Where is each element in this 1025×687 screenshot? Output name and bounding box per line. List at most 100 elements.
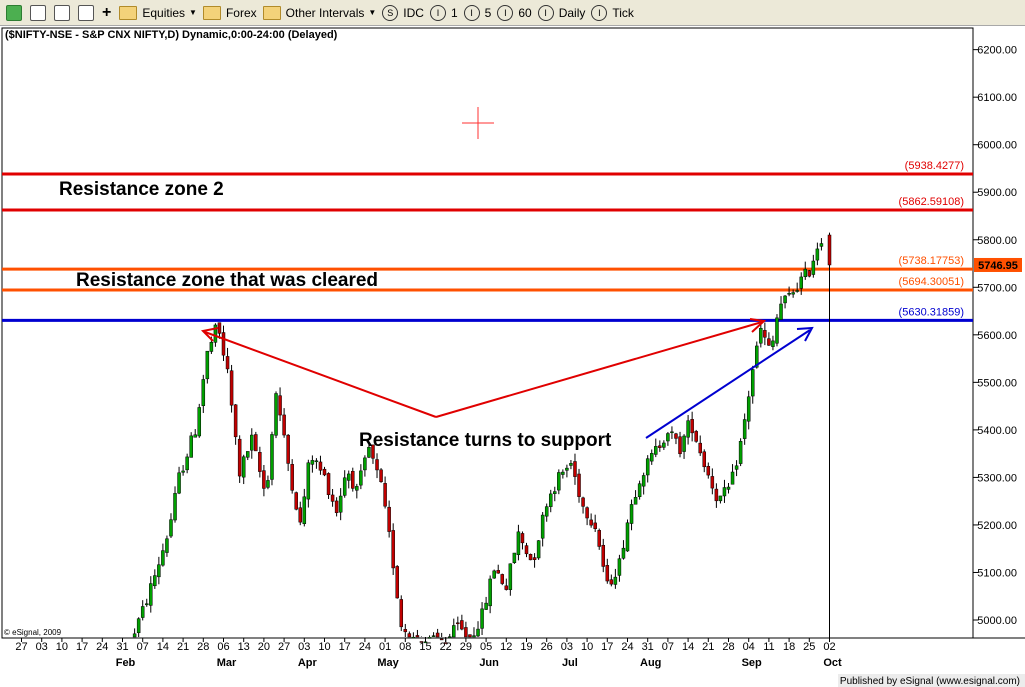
candle[interactable] bbox=[375, 453, 379, 479]
candle[interactable] bbox=[581, 496, 585, 514]
candle[interactable] bbox=[419, 636, 424, 643]
candle[interactable] bbox=[310, 455, 315, 473]
candle[interactable] bbox=[298, 501, 303, 526]
candle[interactable] bbox=[229, 364, 234, 413]
candle[interactable] bbox=[520, 531, 525, 550]
candle[interactable] bbox=[779, 296, 783, 320]
candle[interactable] bbox=[678, 431, 682, 458]
candle[interactable] bbox=[237, 435, 242, 483]
candle[interactable] bbox=[274, 391, 278, 439]
candle[interactable] bbox=[193, 429, 197, 438]
interval-tick[interactable]: I Tick bbox=[591, 3, 634, 23]
candle[interactable] bbox=[500, 573, 505, 586]
forex-menu[interactable]: Forex bbox=[202, 3, 257, 23]
candle[interactable] bbox=[787, 286, 791, 297]
candle[interactable] bbox=[654, 438, 658, 458]
candle[interactable] bbox=[411, 632, 416, 639]
candle[interactable] bbox=[435, 628, 440, 638]
candle[interactable] bbox=[593, 514, 597, 532]
candle[interactable] bbox=[767, 332, 771, 346]
green-chart-icon[interactable] bbox=[6, 3, 24, 23]
interval-idc[interactable]: S IDC bbox=[382, 3, 424, 23]
candle[interactable] bbox=[205, 350, 210, 384]
candle[interactable] bbox=[181, 465, 185, 476]
candle[interactable] bbox=[452, 618, 456, 638]
candle[interactable] bbox=[132, 628, 137, 638]
save-icon[interactable] bbox=[30, 3, 48, 23]
candle[interactable] bbox=[367, 442, 371, 459]
candle[interactable] bbox=[488, 575, 492, 614]
candle[interactable] bbox=[225, 347, 230, 374]
candle[interactable] bbox=[516, 524, 521, 561]
candle[interactable] bbox=[342, 470, 347, 498]
candle[interactable] bbox=[686, 415, 690, 445]
candle[interactable] bbox=[746, 390, 751, 430]
settings-icon[interactable] bbox=[78, 3, 96, 23]
candle[interactable] bbox=[803, 261, 808, 280]
candle[interactable] bbox=[625, 519, 630, 552]
candle[interactable] bbox=[427, 635, 432, 639]
add-icon[interactable]: + bbox=[102, 3, 112, 21]
candle[interactable] bbox=[597, 528, 601, 550]
candle[interactable] bbox=[633, 490, 638, 505]
candle[interactable] bbox=[379, 468, 383, 483]
candle[interactable] bbox=[387, 500, 391, 538]
candle[interactable] bbox=[775, 314, 779, 347]
candle[interactable] bbox=[140, 600, 145, 621]
candle[interactable] bbox=[407, 631, 412, 638]
candle[interactable] bbox=[536, 540, 541, 560]
candle[interactable] bbox=[363, 455, 367, 477]
candle[interactable] bbox=[706, 462, 711, 479]
candle[interactable] bbox=[383, 476, 387, 509]
candle[interactable] bbox=[346, 470, 351, 489]
interval-60[interactable]: I 60 bbox=[497, 3, 532, 23]
candle[interactable] bbox=[460, 614, 464, 631]
candle[interactable] bbox=[504, 578, 509, 591]
candle[interactable] bbox=[722, 479, 727, 503]
candle[interactable] bbox=[795, 282, 799, 293]
candle[interactable] bbox=[464, 621, 468, 638]
candle[interactable] bbox=[718, 495, 723, 504]
candle[interactable] bbox=[476, 621, 480, 637]
candle[interactable] bbox=[270, 431, 274, 486]
candle[interactable] bbox=[557, 469, 561, 495]
candle[interactable] bbox=[334, 497, 339, 517]
candle[interactable] bbox=[629, 499, 634, 531]
candle[interactable] bbox=[702, 449, 707, 473]
candle[interactable] bbox=[532, 553, 537, 568]
candle[interactable] bbox=[763, 322, 767, 346]
candle[interactable] bbox=[282, 408, 286, 438]
candle[interactable] bbox=[480, 602, 484, 636]
candle[interactable] bbox=[161, 543, 165, 567]
price-chart[interactable]: ($NIFTY-NSE - S&P CNX NIFTY,D) Dynamic,0… bbox=[0, 26, 1025, 687]
candle[interactable] bbox=[645, 455, 650, 483]
candle[interactable] bbox=[472, 627, 476, 638]
candle[interactable] bbox=[710, 468, 715, 495]
candle[interactable] bbox=[573, 453, 577, 485]
candle[interactable] bbox=[254, 431, 258, 452]
candle[interactable] bbox=[153, 569, 157, 589]
candle[interactable] bbox=[395, 565, 399, 599]
candle[interactable] bbox=[201, 374, 206, 413]
candle[interactable] bbox=[233, 404, 238, 445]
candle[interactable] bbox=[484, 596, 488, 611]
candle[interactable] bbox=[799, 272, 803, 295]
candle[interactable] bbox=[613, 568, 618, 589]
candle[interactable] bbox=[144, 598, 149, 607]
candle[interactable] bbox=[371, 444, 375, 464]
candle[interactable] bbox=[278, 387, 282, 422]
candle[interactable] bbox=[258, 446, 262, 478]
candle[interactable] bbox=[553, 486, 557, 502]
interval-daily[interactable]: I Daily bbox=[537, 3, 585, 23]
candle[interactable] bbox=[355, 483, 359, 499]
candle[interactable] bbox=[468, 634, 472, 638]
candle[interactable] bbox=[326, 472, 331, 499]
candle[interactable] bbox=[221, 325, 226, 362]
candle[interactable] bbox=[241, 454, 246, 485]
candle[interactable] bbox=[662, 440, 666, 451]
candle[interactable] bbox=[149, 576, 153, 613]
candle[interactable] bbox=[742, 413, 747, 445]
candle[interactable] bbox=[338, 488, 343, 521]
candle[interactable] bbox=[750, 365, 755, 404]
